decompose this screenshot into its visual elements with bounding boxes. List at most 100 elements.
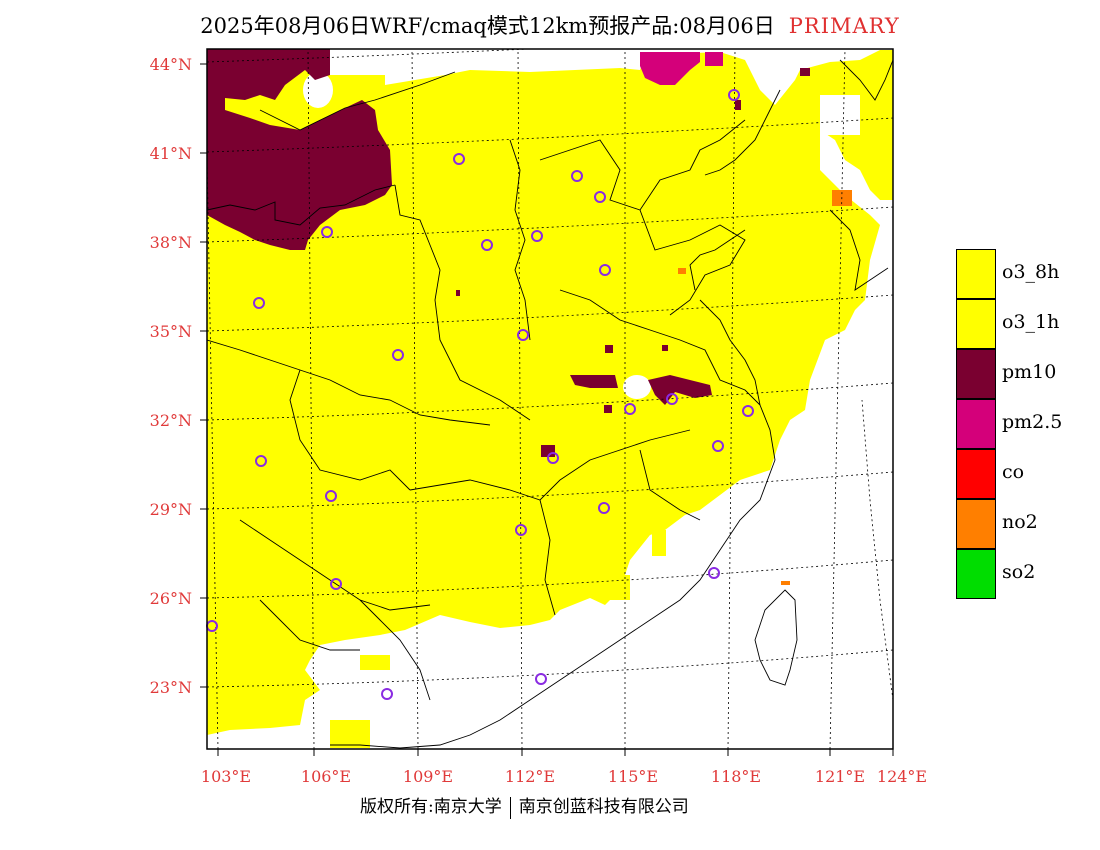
pm10-hotspot: [570, 375, 618, 388]
city-marker: [728, 89, 740, 101]
lon-label: 103°E: [201, 767, 251, 786]
map-frame: [206, 48, 894, 750]
city-marker: [255, 455, 267, 467]
title-text: 2025年08月06日WRF/cmaq模式12km预报产品:08月06日: [200, 14, 775, 38]
city-marker: [742, 405, 754, 417]
city-marker: [571, 170, 583, 182]
lon-label: 118°E: [711, 767, 761, 786]
map-title: 2025年08月06日WRF/cmaq模式12km预报产品:08月06日 PRIM…: [0, 10, 1100, 40]
taiwan-outline: [754, 589, 798, 686]
longitude-line: [207, 135, 219, 749]
legend-label: no2: [1002, 511, 1038, 533]
boundary-line: [259, 599, 360, 651]
pollutant-layer: [207, 49, 893, 748]
axis-ticks: [200, 63, 894, 756]
city-marker: [330, 578, 342, 590]
copyright-footer: 版权所有:南京大学 南京创蓝科技有限公司: [360, 792, 689, 819]
lat-label: 23°N: [150, 678, 192, 697]
city-marker: [547, 452, 559, 464]
city-marker: [325, 490, 337, 502]
legend-swatch: [956, 399, 996, 449]
boundary-line: [409, 429, 691, 501]
boundary-line: [239, 519, 431, 611]
lon-label: 124°E: [877, 767, 927, 786]
city-marker: [515, 524, 527, 536]
pm25-region: [705, 52, 723, 66]
o3-region: [652, 530, 666, 556]
no-data-hole: [820, 95, 860, 135]
city-marker: [666, 393, 678, 405]
city-marker: [598, 502, 610, 514]
city-marker: [594, 191, 606, 203]
boundary-line: [207, 339, 491, 426]
city-marker: [712, 440, 724, 452]
city-marker: [381, 688, 393, 700]
legend-label: co: [1002, 461, 1025, 483]
pm25-region: [640, 52, 700, 85]
lon-label: 109°E: [403, 767, 453, 786]
pm10-region: [207, 49, 392, 250]
legend-swatch: [956, 249, 996, 299]
lat-label: 41°N: [150, 144, 192, 163]
longitude-line: [829, 49, 846, 749]
city-marker: [321, 226, 333, 238]
city-marker: [253, 297, 265, 309]
boundary-line: [839, 59, 893, 101]
pm10-hotspot: [648, 375, 712, 405]
no-data-hole: [623, 375, 651, 399]
pm10-hotspot: [605, 345, 613, 353]
copyright-text: 版权所有:南京大学: [360, 797, 502, 817]
boundary-line: [509, 139, 531, 341]
boundaries: [207, 59, 893, 749]
legend-swatch: [956, 299, 996, 349]
o3-region: [330, 720, 370, 748]
pm10-hotspot: [456, 290, 460, 296]
boundary-line: [207, 184, 396, 226]
legend-label: o3_8h: [1002, 261, 1060, 283]
graticule: [207, 49, 893, 749]
legend-label: pm2.5: [1002, 411, 1063, 433]
boundary-line: [829, 209, 889, 291]
lon-label: 106°E: [301, 767, 351, 786]
longitude-line: [517, 49, 523, 749]
pm10-hotspot: [735, 100, 741, 110]
coastline: [704, 89, 781, 176]
boundary-line: [289, 369, 411, 491]
longitude-line: [307, 49, 315, 749]
footer-separator: [509, 796, 511, 819]
lat-label: 32°N: [150, 411, 192, 430]
boundary-line: [394, 184, 531, 421]
legend-swatch: [956, 449, 996, 499]
city-marker: [481, 239, 493, 251]
primary-tag: PRIMARY: [788, 14, 900, 38]
no2-spot: [678, 268, 686, 274]
city-marker: [453, 153, 465, 165]
lat-label: 26°N: [150, 589, 192, 608]
city-marker: [624, 403, 636, 415]
boundary-line: [259, 71, 456, 131]
lat-label: 35°N: [150, 322, 192, 341]
city-marker: [517, 329, 529, 341]
longitude-line: [861, 399, 893, 701]
pm10-hotspot: [662, 345, 668, 351]
lat-label: 29°N: [150, 500, 192, 519]
lat-label: 44°N: [150, 55, 192, 74]
lon-label: 112°E: [505, 767, 555, 786]
legend-swatch: [956, 499, 996, 549]
legend-swatch: [956, 549, 996, 599]
o3-region: [600, 575, 630, 600]
city-marker: [531, 230, 543, 242]
longitude-line: [727, 49, 736, 749]
lon-label: 115°E: [608, 767, 658, 786]
lon-label: 121°E: [815, 767, 865, 786]
coastline: [330, 299, 776, 749]
boundary-line: [559, 289, 761, 406]
company-name: 南京创蓝科技有限公司: [518, 797, 689, 817]
boundary-line: [539, 499, 556, 616]
pm10-hotspot: [604, 405, 612, 413]
longitude-line: [411, 49, 419, 749]
legend-swatch: [956, 349, 996, 399]
o3-region: [360, 655, 390, 670]
city-marker: [708, 567, 720, 579]
